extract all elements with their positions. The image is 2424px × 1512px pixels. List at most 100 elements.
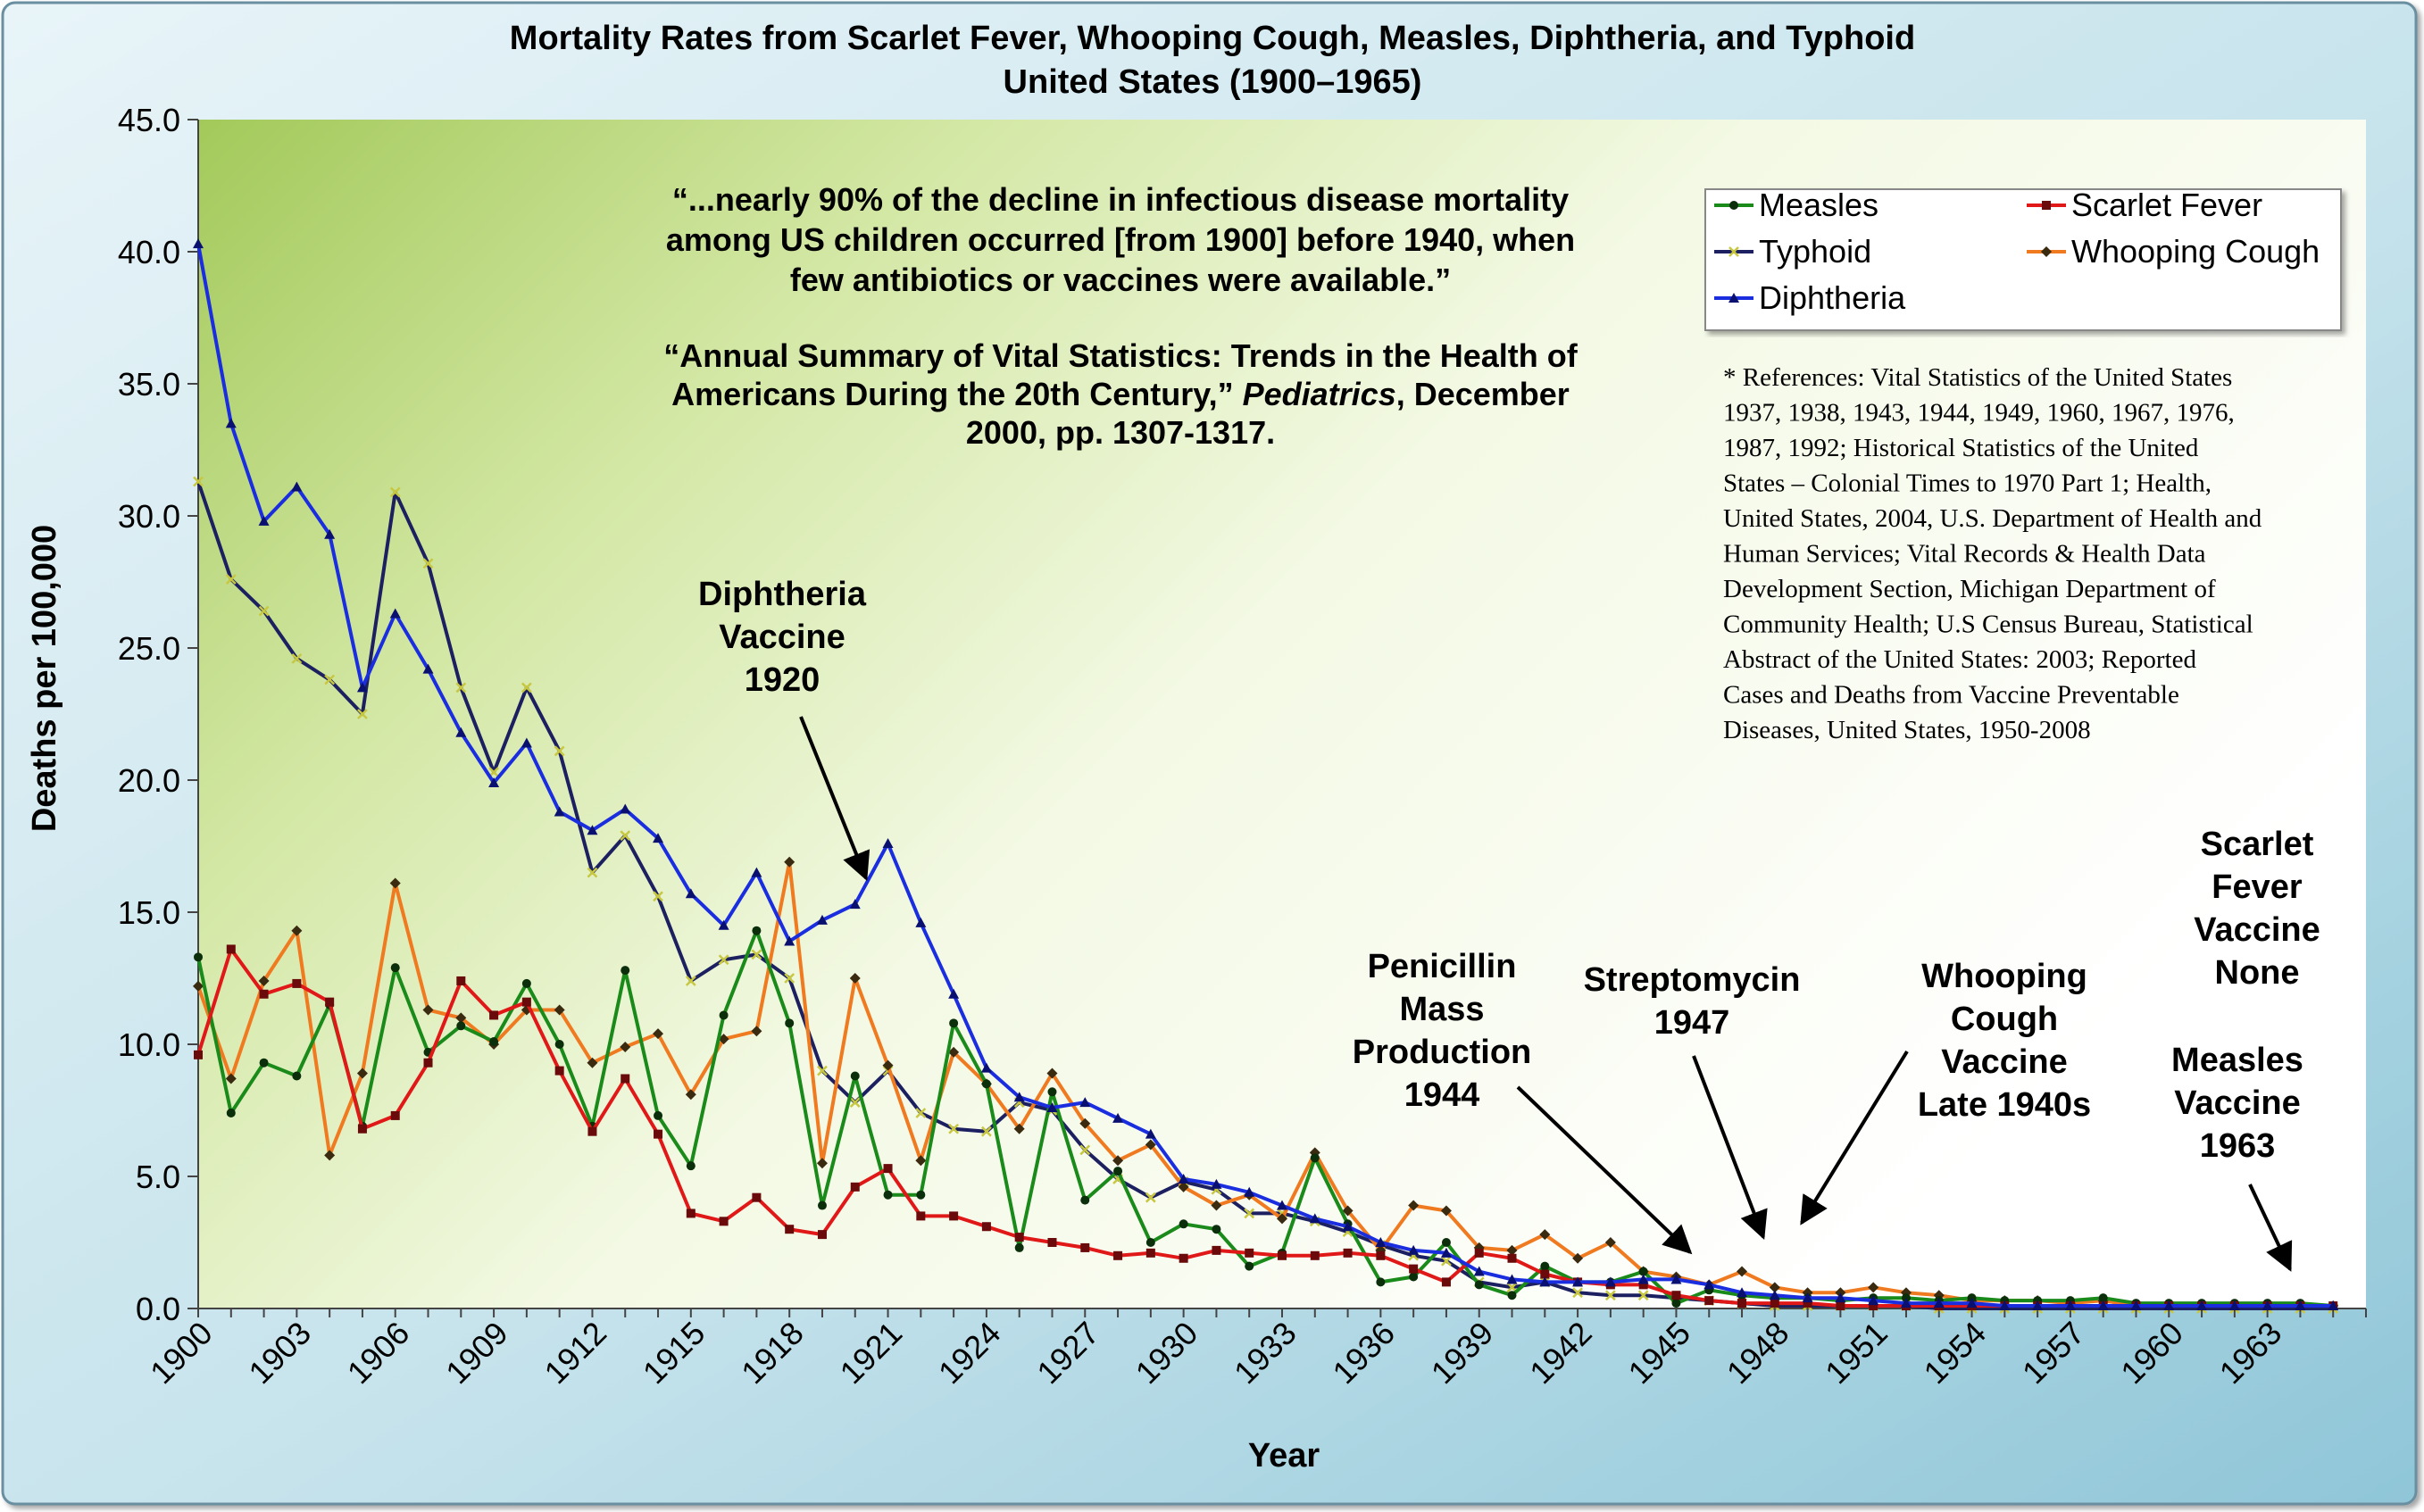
scarlet-fever-point — [1770, 1299, 1779, 1308]
scarlet-fever-point — [1507, 1253, 1517, 1263]
measles-point — [1047, 1087, 1057, 1097]
diphtheria-point — [2032, 1300, 2044, 1311]
whooping-cough-point — [1145, 1139, 1156, 1151]
scarlet-fever-point — [1245, 1248, 1254, 1258]
annotation-line: None — [2215, 954, 2300, 992]
reference-line: 1987, 1992; Historical Statistics of the… — [1723, 434, 2199, 462]
annotation-line: Scarlet — [2201, 826, 2314, 863]
diphtheria-point — [324, 528, 336, 539]
diphtheria-point — [2228, 1300, 2240, 1311]
measles-point — [883, 1190, 893, 1200]
whooping-cough-point — [1178, 1181, 1189, 1192]
measles-point — [1474, 1280, 1484, 1290]
arrow-streptomycin — [1692, 1055, 1768, 1240]
whooping-cough-point — [685, 1089, 696, 1101]
whooping-cough-point — [653, 1028, 664, 1040]
diphtheria-point — [1728, 293, 1739, 303]
diphtheria-point — [1539, 1276, 1551, 1287]
annotation-diphtheria-vaccine: Diphtheria Vaccine 1920 — [698, 576, 867, 699]
diphtheria-point — [554, 806, 565, 817]
measles-point — [1145, 1238, 1155, 1247]
y-axis-label: Deaths per 100,000 — [26, 525, 63, 832]
series-layer — [193, 238, 2339, 1314]
reference-line: Cases and Deaths from Vaccine Preventabl… — [1723, 681, 2179, 710]
scarlet-fever-point — [916, 1211, 926, 1221]
diphtheria-point — [882, 838, 894, 849]
annotation-measles-vaccine: Measles Vaccine 1963 — [2171, 1042, 2303, 1165]
diphtheria-point — [784, 935, 796, 946]
typhoid-point — [849, 1097, 861, 1109]
scarlet-fever-point — [292, 978, 302, 988]
measles-point — [1179, 1219, 1188, 1229]
whooping-cough-line — [196, 860, 2334, 1308]
diphtheria-point — [1309, 1213, 1320, 1224]
y-tick-label: 40.0 — [118, 234, 180, 270]
diphtheria-point — [291, 481, 303, 492]
measles-point — [1507, 1291, 1517, 1300]
scarlet-fever-point — [1409, 1264, 1419, 1274]
measles-point — [456, 1021, 466, 1031]
annotation-line: Production — [1353, 1034, 1532, 1071]
diphtheria-point — [620, 803, 631, 814]
annotation-line: Whooping — [1921, 958, 2087, 995]
annotation-line: Measles — [2171, 1042, 2303, 1079]
whooping-cough-point — [291, 925, 303, 936]
typhoid-point — [422, 558, 434, 569]
scarlet-fever-point — [1474, 1248, 1484, 1258]
quote-box: “...nearly 90% of the decline in infecti… — [663, 181, 1579, 451]
diphtheria-point — [1440, 1247, 1452, 1258]
diphtheria-point — [1375, 1237, 1387, 1247]
typhoid-point — [1244, 1208, 1255, 1219]
scarlet-fever-point — [949, 1211, 959, 1221]
reference-line: Human Services; Vital Records & Health D… — [1723, 540, 2206, 569]
scarlet-fever-point — [1671, 1291, 1681, 1300]
scarlet-fever-point — [587, 1126, 597, 1136]
diphtheria-point — [1999, 1300, 2011, 1311]
typhoid-point — [817, 1065, 828, 1076]
measles-point — [226, 1108, 236, 1117]
reference-line: States – Colonial Times to 1970 Part 1; … — [1723, 469, 2212, 498]
y-tick-label: 25.0 — [118, 630, 180, 667]
measles-point — [817, 1200, 827, 1210]
scarlet-fever-point — [1803, 1299, 1812, 1308]
annotation-line: Streptomycin — [1584, 961, 1801, 999]
y-tick-label: 0.0 — [136, 1291, 180, 1327]
measles-point — [686, 1161, 696, 1171]
scarlet-fever-point — [357, 1124, 367, 1134]
measles-point — [654, 1110, 663, 1120]
scarlet-fever-point — [785, 1225, 795, 1234]
scarlet-fever-point — [1836, 1301, 1845, 1311]
diphtheria-point — [1933, 1298, 1945, 1308]
whooping-cough-point — [422, 1004, 434, 1016]
whooping-cough-point — [389, 877, 401, 889]
measles-point — [1540, 1261, 1550, 1271]
whooping-cough-point — [1046, 1068, 1058, 1079]
whooping-cough-point — [193, 980, 204, 992]
references-note: * References: Vital Statistics of the Un… — [1723, 363, 2262, 744]
legend-item-typhoid: Typhoid — [1714, 233, 1871, 270]
scarlet-fever-point — [1343, 1248, 1353, 1258]
legend-label: Typhoid — [1759, 233, 1871, 270]
whooping-cough-point — [1079, 1117, 1091, 1129]
measles-point — [1409, 1272, 1419, 1282]
diphtheria-point — [1473, 1266, 1485, 1276]
diphtheria-point — [2328, 1300, 2339, 1311]
scarlet-fever-point — [1869, 1301, 1878, 1311]
arrow-penicillin — [1516, 1085, 1693, 1255]
scarlet-fever-point — [981, 1222, 991, 1232]
diphtheria-point — [816, 914, 828, 925]
citation-line-1: “Annual Summary of Vital Statistics: Tre… — [663, 337, 1579, 374]
typhoid-point — [389, 486, 401, 498]
typhoid-point — [554, 745, 565, 757]
diphtheria-point — [915, 917, 927, 927]
scarlet-fever-point — [456, 976, 466, 985]
y-tick-label: 45.0 — [118, 102, 180, 138]
annotation-line: 1920 — [745, 661, 820, 699]
diphtheria-point — [225, 418, 237, 428]
annotation-line: 1947 — [1654, 1004, 1730, 1042]
whooping-cough-point — [1769, 1282, 1780, 1293]
whooping-cough-point — [225, 1073, 237, 1084]
citation-line-2b: , December — [1396, 376, 1570, 412]
typhoid-point — [981, 1126, 992, 1137]
